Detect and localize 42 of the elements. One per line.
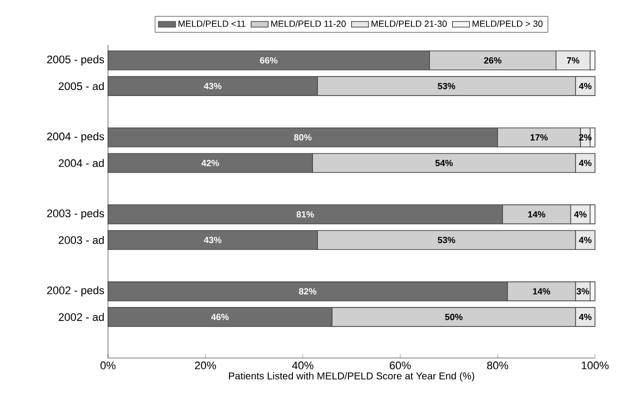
y-tick-label: 2002 - ad: [58, 312, 104, 321]
data-label: 43%: [204, 236, 222, 244]
x-tick-label: 40%: [292, 362, 314, 370]
data-label: 50%: [445, 314, 463, 320]
data-label: 17%: [530, 134, 548, 141]
data-label: 53%: [438, 236, 456, 244]
data-label: 4%: [578, 82, 592, 90]
x-tick-label: 100%: [582, 362, 609, 370]
y-tick-label: 2004 - ad: [58, 158, 104, 168]
data-label: 26%: [484, 57, 502, 64]
x-tick-label: 60%: [390, 362, 411, 370]
data-label: 4%: [578, 160, 592, 166]
legend-label: MELD/PELD > 30: [472, 20, 543, 27]
data-label: 80%: [294, 134, 312, 141]
legend-label: MELD/PELD 11-20: [271, 20, 346, 27]
x-tick-label: 80%: [487, 362, 508, 370]
y-tick-label: 2004 - peds: [47, 132, 104, 142]
data-label: 53%: [438, 82, 456, 90]
x-axis-title: Patients Listed with MELD/PELD Score at Year End (%): [229, 372, 474, 382]
data-label: 54%: [435, 160, 453, 166]
data-label: 4%: [578, 314, 592, 320]
y-tick-label: 2005 - ad: [58, 82, 104, 90]
data-label: 46%: [211, 314, 229, 320]
data-label: 82%: [298, 288, 316, 294]
data-label: 4%: [574, 211, 587, 218]
data-label: 4%: [578, 236, 592, 244]
data-label: 7%: [567, 57, 580, 64]
data-label: 42%: [201, 160, 220, 166]
legend-label: MELD/PELD 21-30: [372, 20, 447, 27]
y-tick-label: 2003 - ad: [58, 236, 104, 244]
x-tick-label: 0%: [100, 362, 116, 370]
data-label: 3%: [576, 288, 590, 294]
legend-label: MELD/PELD <11: [178, 20, 246, 27]
data-label: 43%: [204, 82, 222, 90]
y-tick-label: 2003 - peds: [47, 209, 104, 220]
y-tick-label: 2005 - peds: [47, 55, 104, 66]
data-label: 66%: [260, 57, 278, 64]
x-tick-label: 20%: [194, 362, 216, 370]
y-tick-label: 2002 - peds: [47, 286, 104, 296]
data-label: 14%: [528, 211, 546, 218]
data-label: 14%: [533, 288, 550, 294]
data-label: 81%: [296, 211, 314, 218]
